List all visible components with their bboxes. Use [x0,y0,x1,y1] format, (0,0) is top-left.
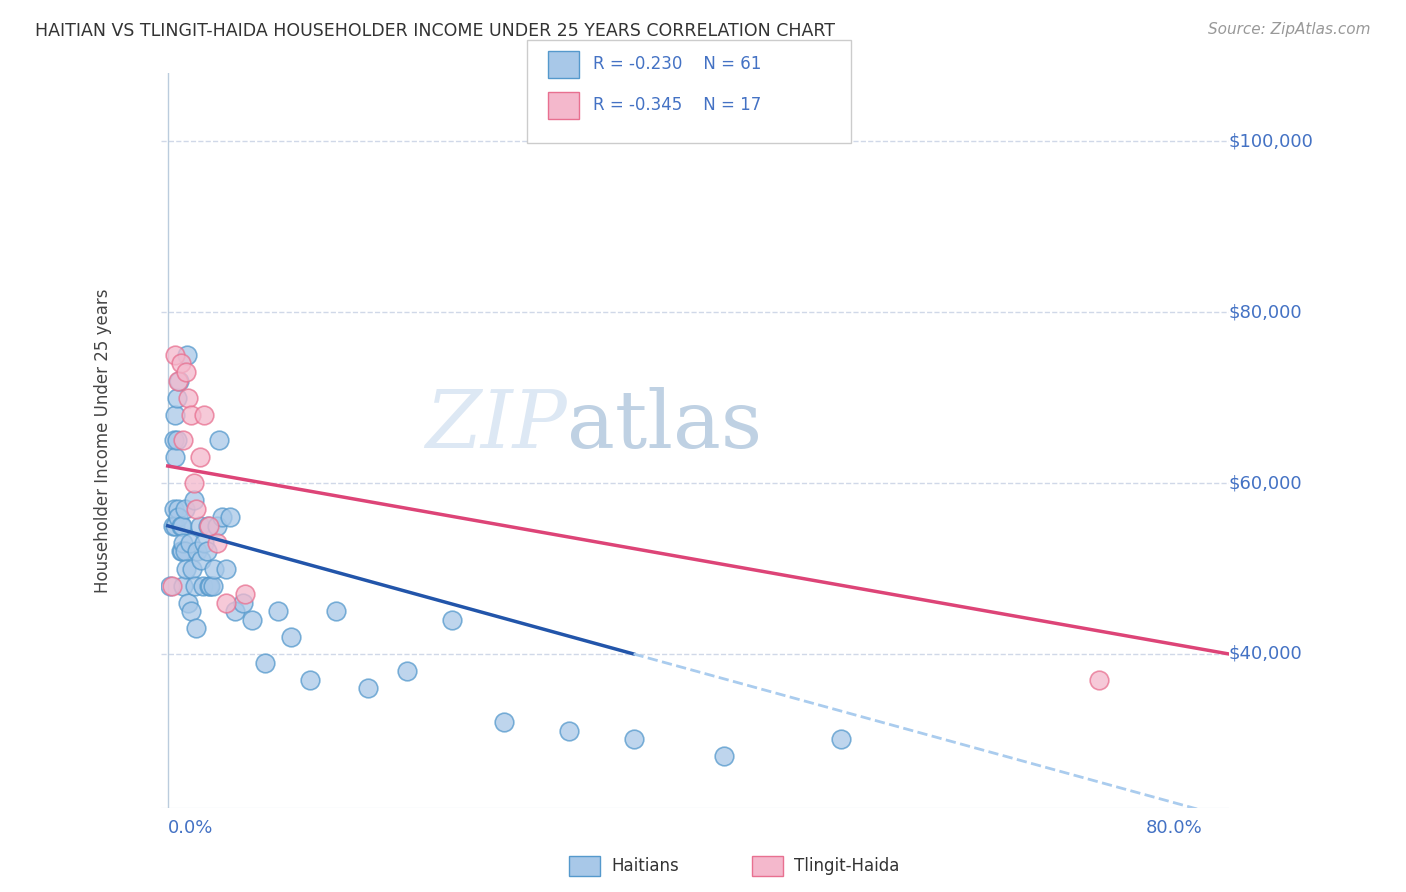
Point [193,408,215,422]
Point [167,374,190,388]
Point [396,664,419,678]
Point [193,536,215,550]
Point [160,579,183,593]
Point [165,518,187,533]
Point [166,391,188,405]
Text: Source: ZipAtlas.com: Source: ZipAtlas.com [1208,22,1371,37]
Point [181,561,204,575]
Point [208,434,231,448]
Point [183,493,205,508]
Point [176,348,198,362]
Point [179,536,201,550]
Point [165,450,187,465]
Point [169,518,191,533]
Point [169,544,191,558]
Text: $40,000: $40,000 [1229,645,1302,663]
Point [162,518,184,533]
Text: $100,000: $100,000 [1229,132,1313,151]
Point [167,501,190,516]
Point [186,621,208,635]
Point [235,587,257,601]
Point [163,501,186,516]
Point [184,579,207,593]
Point [713,749,735,764]
Point [172,536,194,550]
Point [173,544,195,558]
Point [232,596,254,610]
Point [190,553,212,567]
Point [205,518,228,533]
Point [623,732,645,747]
Point [240,613,263,627]
Point [180,408,202,422]
Point [170,544,193,558]
Point [186,544,208,558]
Point [357,681,380,695]
Point [180,604,202,618]
Point [191,579,214,593]
Point [215,561,238,575]
Point [172,434,194,448]
Text: ZIP: ZIP [425,387,567,465]
Point [200,579,222,593]
Point [188,450,211,465]
Text: atlas: atlas [567,386,762,465]
Point [198,579,221,593]
Point [202,561,225,575]
Text: 80.0%: 80.0% [1146,819,1204,837]
Point [172,579,194,593]
Point [165,348,187,362]
Text: Householder Income Under 25 years: Householder Income Under 25 years [94,288,111,592]
Point [830,732,852,747]
Point [267,604,290,618]
Point [188,518,211,533]
Point [170,518,193,533]
Point [558,723,581,738]
Point [215,596,238,610]
Point [177,391,200,405]
Text: $60,000: $60,000 [1229,474,1302,492]
Point [173,501,195,516]
Point [253,656,276,670]
Point [224,604,246,618]
Point [167,510,190,524]
Text: HAITIAN VS TLINGIT-HAIDA HOUSEHOLDER INCOME UNDER 25 YEARS CORRELATION CHART: HAITIAN VS TLINGIT-HAIDA HOUSEHOLDER INC… [35,22,835,40]
Point [325,604,347,618]
Point [195,544,218,558]
Text: 0.0%: 0.0% [167,819,214,837]
Point [169,374,191,388]
Point [441,613,464,627]
Point [174,365,197,379]
Point [211,510,233,524]
Point [218,510,240,524]
Point [197,518,219,533]
Point [166,434,188,448]
Point [198,518,221,533]
Text: Tlingit-Haida: Tlingit-Haida [794,857,900,875]
Point [177,596,200,610]
Text: Haitians: Haitians [612,857,679,875]
Point [169,356,191,370]
Text: $80,000: $80,000 [1229,303,1302,321]
Point [299,673,322,687]
Point [202,579,225,593]
Point [186,501,208,516]
Text: R = -0.230    N = 61: R = -0.230 N = 61 [593,55,762,73]
Point [1088,673,1111,687]
Point [205,536,228,550]
Point [174,561,197,575]
Point [163,434,186,448]
Text: R = -0.345    N = 17: R = -0.345 N = 17 [593,96,762,114]
Point [494,715,516,730]
Point [159,579,181,593]
Point [183,476,205,491]
Point [280,630,302,644]
Point [165,408,187,422]
